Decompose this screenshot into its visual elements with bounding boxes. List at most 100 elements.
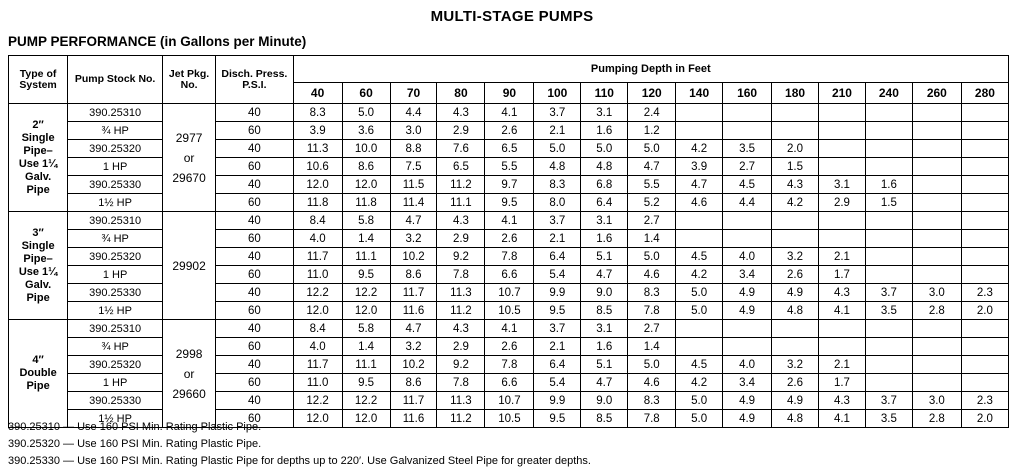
flow-value-cell: 4.0 bbox=[292, 337, 343, 356]
flow-value-cell: 4.9 bbox=[722, 409, 773, 428]
flow-value-cell bbox=[911, 157, 962, 176]
table-row: ¾ HP 60 3.9 3.6 3.0 2.9 2.6 2.1 1.6 1.2 bbox=[9, 121, 1010, 140]
table-row: 390.25320 40 11.3 10.0 8.8 7.6 6.5 5.0 5.0 5.0 4.2… bbox=[9, 139, 1010, 158]
pump-horsepower: ¾ HP bbox=[67, 337, 164, 356]
flow-value-cell bbox=[960, 193, 1010, 212]
flow-value-cell: 4.1 bbox=[818, 409, 866, 428]
flow-value-cell: 4.8 bbox=[771, 301, 819, 320]
flow-value-cell: 4.3 bbox=[818, 391, 866, 410]
flow-value-cell: 4.5 bbox=[722, 175, 773, 194]
flow-value-cell: 1.6 bbox=[580, 337, 629, 356]
flow-value-cell bbox=[911, 103, 962, 122]
flow-value-cell: 11.6 bbox=[389, 301, 438, 320]
flow-value-cell: 9.2 bbox=[436, 247, 486, 266]
flow-value-cell: 12.0 bbox=[341, 301, 391, 320]
flow-value-cell: 5.0 bbox=[533, 139, 582, 158]
flow-value-cell: 11.1 bbox=[341, 355, 391, 374]
flow-value-cell: 3.1 bbox=[580, 211, 629, 230]
flow-value-cell: 5.1 bbox=[580, 247, 629, 266]
flow-value-cell: 2.9 bbox=[436, 229, 486, 248]
flow-value-cell: 4.7 bbox=[580, 265, 629, 284]
flow-value-cell bbox=[960, 157, 1010, 176]
flow-value-cell bbox=[911, 211, 962, 230]
pump-stock-number: 390.25310 bbox=[67, 319, 164, 338]
jet-package-cell: 29902 bbox=[162, 211, 217, 320]
flow-value-cell: 4.8 bbox=[533, 157, 582, 176]
flow-value-cell: 2.7 bbox=[627, 211, 677, 230]
jet-package-cell: 2998 or 29660 bbox=[162, 319, 217, 428]
flow-value-cell: 5.0 bbox=[675, 283, 724, 302]
flow-value-cell: 2.6 bbox=[484, 337, 535, 356]
flow-value-cell: 10.7 bbox=[484, 283, 535, 302]
flow-value-cell: 11.0 bbox=[292, 265, 343, 284]
flow-value-cell bbox=[864, 139, 913, 158]
flow-value-cell: 1.7 bbox=[818, 265, 866, 284]
flow-value-cell: 5.0 bbox=[627, 355, 677, 374]
flow-value-cell: 3.7 bbox=[533, 211, 582, 230]
flow-value-cell: 3.4 bbox=[722, 265, 773, 284]
flow-value-cell bbox=[960, 247, 1010, 266]
flow-value-cell: 4.7 bbox=[389, 319, 438, 338]
flow-value-cell: 4.9 bbox=[722, 391, 773, 410]
flow-value-cell bbox=[911, 139, 962, 158]
system-type-line: Use 1¼ bbox=[18, 265, 58, 278]
discharge-pressure: 60 bbox=[215, 409, 294, 428]
flow-value-cell: 7.8 bbox=[627, 301, 677, 320]
system-type-line: Pipe bbox=[26, 183, 50, 196]
flow-value-cell bbox=[960, 355, 1010, 374]
pump-stock-number: 390.25330 bbox=[67, 175, 164, 194]
discharge-pressure: 60 bbox=[215, 121, 294, 140]
discharge-pressure: 40 bbox=[215, 319, 294, 338]
flow-value-cell: 12.0 bbox=[292, 175, 343, 194]
header-disch-press: Disch. Press. P.S.I. bbox=[215, 55, 294, 104]
flow-value-cell: 4.2 bbox=[675, 139, 724, 158]
flow-value-cell bbox=[960, 103, 1010, 122]
flow-value-cell bbox=[818, 139, 866, 158]
jet-package-line: 29660 bbox=[172, 386, 206, 401]
flow-value-cell: 10.0 bbox=[341, 139, 391, 158]
depth-header-cell: 70 bbox=[389, 82, 438, 104]
flow-value-cell: 11.1 bbox=[341, 247, 391, 266]
pump-stock-number: 390.25320 bbox=[67, 139, 164, 158]
flow-value-cell: 4.6 bbox=[675, 193, 724, 212]
flow-value-cell bbox=[675, 319, 724, 338]
flow-value-cell: 10.7 bbox=[484, 391, 535, 410]
flow-value-cell: 3.5 bbox=[722, 139, 773, 158]
depth-header-cell: 120 bbox=[627, 82, 677, 104]
flow-value-cell: 9.7 bbox=[484, 175, 535, 194]
flow-value-cell: 5.0 bbox=[675, 301, 724, 320]
flow-value-cell bbox=[960, 319, 1010, 338]
flow-value-cell: 3.0 bbox=[389, 121, 438, 140]
flow-value-cell bbox=[960, 175, 1010, 194]
flow-value-cell: 1.6 bbox=[580, 229, 629, 248]
depth-header-cell: 90 bbox=[484, 82, 535, 104]
flow-value-cell: 4.1 bbox=[818, 301, 866, 320]
flow-value-cell bbox=[722, 103, 773, 122]
flow-value-cell: 11.7 bbox=[389, 283, 438, 302]
flow-value-cell: 1.2 bbox=[627, 121, 677, 140]
flow-value-cell: 2.1 bbox=[533, 121, 582, 140]
flow-value-cell: 7.6 bbox=[436, 139, 486, 158]
flow-value-cell: 4.9 bbox=[771, 391, 819, 410]
flow-value-cell: 5.2 bbox=[627, 193, 677, 212]
flow-value-cell: 2.3 bbox=[960, 283, 1010, 302]
flow-value-cell: 5.0 bbox=[675, 409, 724, 428]
flow-value-cell: 3.0 bbox=[911, 283, 962, 302]
flow-value-cell: 4.1 bbox=[484, 211, 535, 230]
pump-horsepower: 1½ HP bbox=[67, 409, 164, 428]
discharge-pressure: 60 bbox=[215, 301, 294, 320]
pump-stock-number: 390.25320 bbox=[67, 355, 164, 374]
flow-value-cell: 4.5 bbox=[675, 247, 724, 266]
flow-value-cell: 6.4 bbox=[580, 193, 629, 212]
system-type-cell: 3″ Single Pipe– Use 1¼ Galv. Pipe bbox=[7, 211, 69, 320]
flow-value-cell: 4.8 bbox=[771, 409, 819, 428]
flow-value-cell: 2.0 bbox=[771, 139, 819, 158]
flow-value-cell: 10.6 bbox=[292, 157, 343, 176]
page-title: MULTI-STAGE PUMPS bbox=[430, 8, 594, 25]
flow-value-cell: 12.2 bbox=[292, 283, 343, 302]
depth-header-cell: 140 bbox=[675, 82, 724, 104]
flow-value-cell bbox=[675, 337, 724, 356]
discharge-pressure: 60 bbox=[215, 157, 294, 176]
system-type-line: Pipe bbox=[26, 291, 50, 304]
table-row: ¾ HP 60 4.0 1.4 3.2 2.9 2.6 2.1 1.6 1.4 bbox=[9, 337, 1010, 356]
